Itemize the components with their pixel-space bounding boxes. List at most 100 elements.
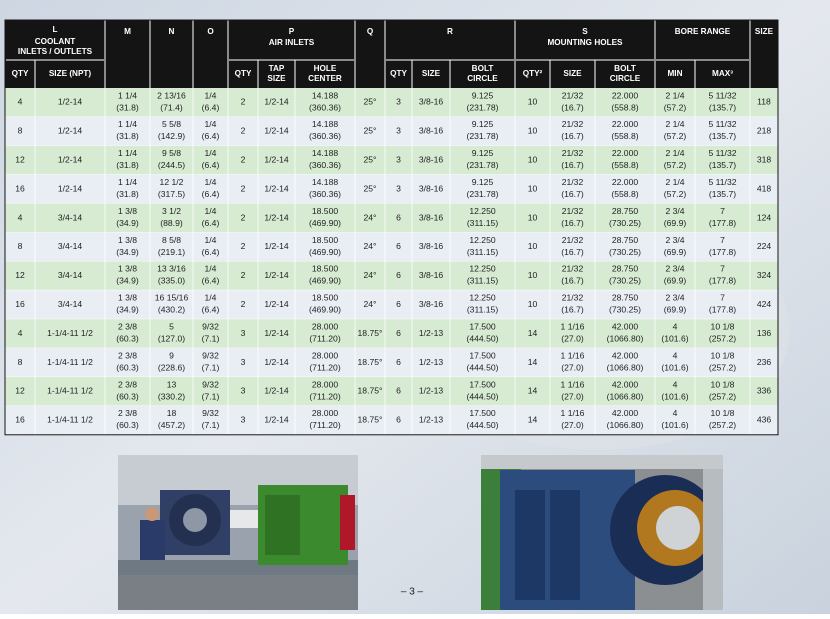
row-background <box>5 145 778 175</box>
cell-text: (360.36) <box>309 131 341 141</box>
cell-text: (27.0) <box>561 420 584 430</box>
cell-text: (31.8) <box>116 131 139 141</box>
header-label: O <box>207 27 214 36</box>
cell-text: 2 <box>241 299 246 309</box>
cell-text: (730.25) <box>609 218 641 228</box>
cell-text: 42.000 <box>612 350 639 360</box>
cell-text: 24° <box>364 270 377 280</box>
cell-text: (177.8) <box>709 305 736 315</box>
cell-text: 6 <box>396 241 401 251</box>
row-background <box>5 348 778 377</box>
cell-text: 8 <box>18 241 23 251</box>
header-label: M <box>124 27 131 36</box>
row-background <box>5 174 778 204</box>
cell-text: (1066.80) <box>607 391 644 401</box>
cell-text: 124 <box>757 212 772 222</box>
cell-text: (57.2) <box>664 102 687 112</box>
cell-text: 4 <box>18 328 23 338</box>
header-sub-label: QTY <box>235 69 252 78</box>
row-background <box>5 116 778 146</box>
cell-text: 4 <box>673 321 678 331</box>
cell-text: (311.15) <box>467 218 499 228</box>
page-number: – 3 – <box>401 587 424 598</box>
header-sub-label: SIZE <box>267 74 286 83</box>
cell-text: 5 11/32 <box>708 148 736 158</box>
cell-text: 2 <box>241 97 246 107</box>
cell-text: (711.20) <box>309 333 341 343</box>
cell-text: 6 <box>396 415 401 425</box>
cell-text: (135.7) <box>709 160 736 170</box>
cell-text: 9/32 <box>202 321 219 331</box>
cell-text: 9/32 <box>202 408 219 418</box>
cell-text: 5 11/32 <box>708 177 736 187</box>
row-background <box>5 377 778 406</box>
cell-text: 1 1/4 <box>118 177 137 187</box>
cell-text: 18.75° <box>358 386 383 396</box>
cell-text: 3/8-16 <box>419 270 444 280</box>
header-sub-label: CIRCLE <box>467 74 498 83</box>
cell-text: 3 1/2 <box>162 206 181 216</box>
header-label: Q <box>367 27 374 36</box>
cell-text: 1/4 <box>205 293 217 303</box>
cell-text: 16 15/16 <box>155 293 189 303</box>
cell-text: 18.500 <box>312 206 339 216</box>
cell-text: 13 3/16 <box>157 264 186 274</box>
cell-text: (231.78) <box>466 102 498 112</box>
cell-text: 9/32 <box>202 379 219 389</box>
cell-text: 4 <box>673 379 678 389</box>
cell-text: (71.4) <box>160 102 183 112</box>
cell-text: (34.9) <box>116 305 139 315</box>
cell-text: 3/8-16 <box>419 183 444 193</box>
cell-text: 1/2-14 <box>264 415 289 425</box>
cell-text: (16.7) <box>561 189 584 199</box>
cell-text: 2 3/8 <box>118 379 137 389</box>
cell-text: (6.4) <box>202 218 220 228</box>
header-sub-label: QTY <box>12 69 29 78</box>
cell-text: 17.500 <box>469 350 496 360</box>
cell-text: 1 3/8 <box>118 264 137 274</box>
cell-text: (69.9) <box>664 276 687 286</box>
cell-text: (31.8) <box>116 160 139 170</box>
cell-text: (34.9) <box>116 218 139 228</box>
cell-text: 1/2-13 <box>419 328 444 338</box>
cell-text: 9 <box>169 350 174 360</box>
cell-text: 3/8-16 <box>419 299 444 309</box>
header-sub-label: TAP <box>269 64 285 73</box>
cell-text: 28.750 <box>612 235 639 245</box>
cell-text: 2 1/4 <box>665 90 684 100</box>
cell-text: 8 5/8 <box>162 235 181 245</box>
cell-text: 1 1/4 <box>118 148 137 158</box>
cell-text: (231.78) <box>466 131 498 141</box>
cell-text: (60.3) <box>116 391 139 401</box>
cell-text: 3 <box>396 97 401 107</box>
cell-text: (444.50) <box>466 391 498 401</box>
cell-text: 1 1/4 <box>118 119 137 129</box>
cell-text: 28.000 <box>312 408 339 418</box>
cell-text: 18.500 <box>312 264 339 274</box>
cell-text: 3/8-16 <box>419 241 444 251</box>
cell-text: (469.90) <box>309 276 341 286</box>
cell-text: 9.125 <box>472 119 494 129</box>
cell-text: 42.000 <box>612 321 639 331</box>
cell-text: 21/32 <box>562 177 584 187</box>
cell-text: 3/4-14 <box>58 270 83 280</box>
cell-text: (127.0) <box>158 333 185 343</box>
cell-text: 10 <box>528 299 538 309</box>
cell-text: (16.7) <box>561 218 584 228</box>
cell-text: 5 5/8 <box>162 119 181 129</box>
cell-text: (69.9) <box>664 218 687 228</box>
cell-text: 21/32 <box>562 90 584 100</box>
header-sub-label: MIN <box>667 69 682 78</box>
cell-text: 10 <box>528 97 538 107</box>
cell-text: (360.36) <box>309 189 341 199</box>
header-sub-label: MAX³ <box>712 69 733 78</box>
cell-text: 1/4 <box>205 235 217 245</box>
cell-text: 2 <box>241 212 246 222</box>
cell-text: 17.500 <box>469 408 496 418</box>
cell-text: 8 <box>18 357 23 367</box>
cell-text: (60.3) <box>116 333 139 343</box>
cell-text: 2 3/8 <box>118 321 137 331</box>
cell-text: (469.90) <box>309 247 341 257</box>
header-sub-label: BOLT <box>614 64 636 73</box>
cell-text: (444.50) <box>466 362 498 372</box>
